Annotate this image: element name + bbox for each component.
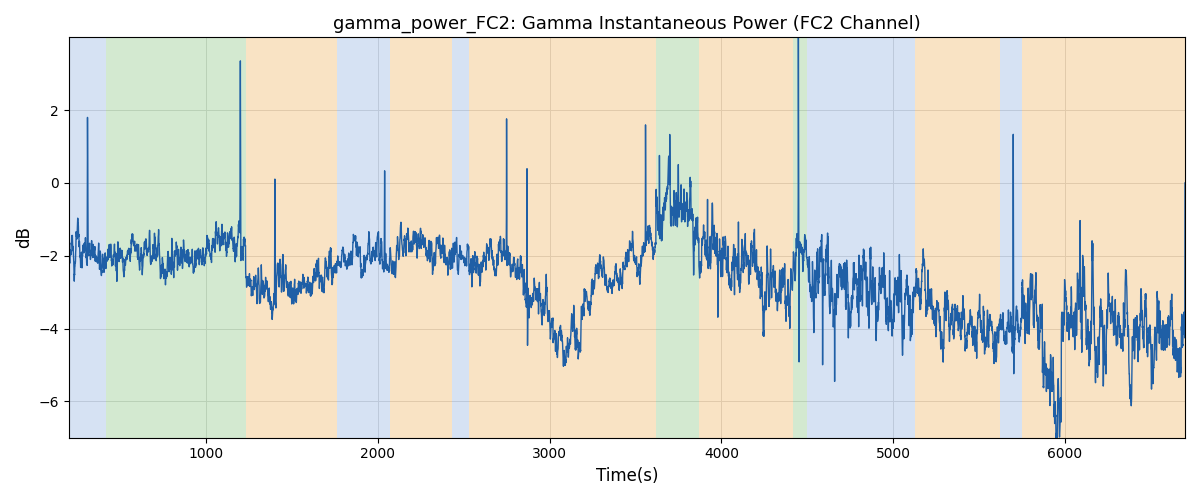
Bar (700, 38, 793, 438)
Bar (390, 38, 451, 438)
Bar (469, 38, 656, 438)
Title: gamma_power_FC2: Gamma Instantaneous Power (FC2 Channel): gamma_power_FC2: Gamma Instantaneous Pow… (334, 15, 920, 34)
Bar (1022, 38, 1186, 438)
Bar (808, 38, 916, 438)
Bar (656, 38, 700, 438)
Bar (68, 38, 106, 438)
Bar (337, 38, 390, 438)
Bar (106, 38, 246, 438)
Bar (451, 38, 469, 438)
Bar (246, 38, 337, 438)
Bar (916, 38, 1000, 438)
X-axis label: Time(s): Time(s) (595, 467, 658, 485)
Y-axis label: dB: dB (16, 226, 34, 248)
Bar (793, 38, 808, 438)
Bar (1000, 38, 1022, 438)
